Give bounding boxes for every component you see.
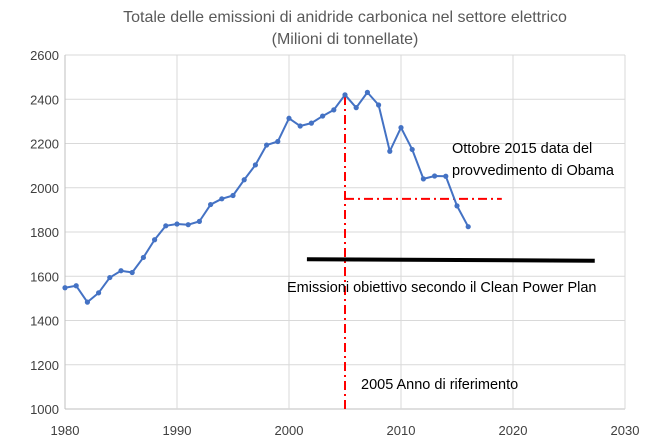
data-point (152, 237, 158, 243)
data-point (443, 173, 449, 179)
data-point (275, 138, 281, 145)
data-point (230, 192, 236, 199)
chart-subtitle: (Milioni di tonnellate) (272, 31, 419, 48)
data-point (342, 92, 348, 98)
x-tick-label: 2000 (275, 423, 304, 438)
chart-title: Totale delle emissioni di anidride carbo… (123, 9, 567, 26)
data-point (129, 269, 135, 276)
series-line (64, 91, 470, 304)
annotation-ottobre-line1: Ottobre 2015 data del (452, 141, 592, 157)
data-point (252, 162, 258, 168)
x-tick-label: 2030 (611, 423, 640, 438)
data-point (196, 218, 202, 224)
data-point (62, 285, 68, 291)
data-point (140, 254, 146, 261)
data-point (96, 290, 102, 296)
data-point (174, 221, 180, 227)
x-tick-label: 1990 (163, 423, 192, 438)
x-tick-label: 1980 (51, 423, 80, 438)
data-point (241, 177, 247, 183)
y-tick-label: 2000 (30, 181, 59, 196)
y-tick-label: 2400 (30, 92, 59, 107)
data-point (163, 223, 169, 229)
y-tick-label: 2600 (30, 48, 59, 63)
data-point (353, 105, 359, 111)
annotation-ottobre-line2: provvedimento di Obama (452, 163, 615, 179)
data-point (84, 299, 90, 305)
y-tick-label: 2200 (30, 137, 59, 152)
data-point (208, 201, 214, 208)
reference-line-clean-power-plan-target (306, 257, 595, 263)
data-point (297, 123, 303, 129)
data-point (398, 124, 404, 131)
data-point (286, 115, 292, 121)
data-point (219, 196, 225, 202)
data-point (73, 283, 79, 289)
data-point (465, 224, 471, 230)
data-point (308, 120, 314, 126)
y-tick-label: 1800 (30, 225, 59, 240)
data-point (387, 148, 393, 154)
y-tick-label: 1600 (30, 269, 59, 284)
y-tick-label: 1000 (30, 402, 59, 417)
y-tick-label: 1200 (30, 358, 59, 373)
annotation-anno-riferimento: 2005 Anno di riferimento (361, 377, 518, 393)
y-tick-label: 1400 (30, 314, 59, 329)
x-tick-label: 2010 (387, 423, 416, 438)
data-point (376, 102, 382, 108)
data-point (320, 113, 326, 119)
annotation-emissioni-obiettivo: Emissioni obiettivo secondo il Clean Pow… (287, 280, 597, 296)
data-point (420, 176, 426, 182)
data-point (264, 142, 270, 148)
data-point (118, 268, 124, 274)
data-point (364, 89, 370, 95)
x-tick-label: 2020 (499, 423, 528, 438)
data-point (185, 222, 191, 228)
data-point (409, 146, 415, 153)
data-point (331, 107, 337, 113)
data-point (432, 173, 438, 179)
data-point (454, 203, 460, 209)
data-point (107, 274, 113, 281)
